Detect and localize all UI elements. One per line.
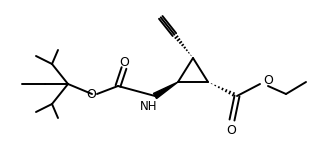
Text: O: O <box>86 88 96 102</box>
Polygon shape <box>154 82 178 98</box>
Text: O: O <box>263 74 273 86</box>
Text: O: O <box>119 55 129 69</box>
Text: NH: NH <box>140 100 158 114</box>
Text: O: O <box>226 123 236 136</box>
